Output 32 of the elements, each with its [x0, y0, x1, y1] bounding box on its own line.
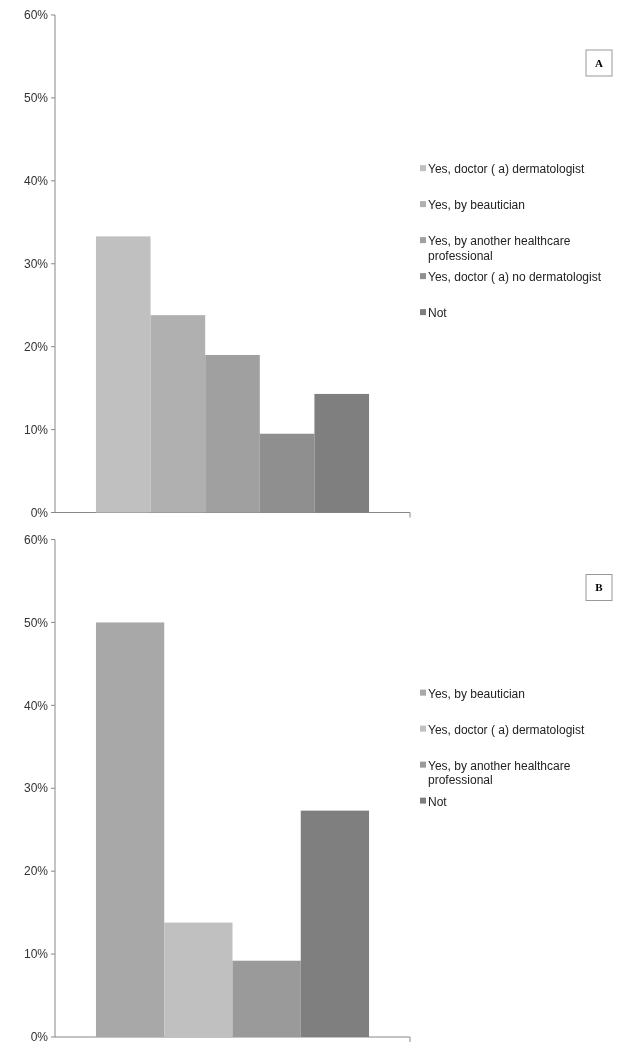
- y-tick-label: 0%: [30, 505, 49, 520]
- text: B: [595, 581, 604, 594]
- y-tick-label: 40%: [23, 698, 49, 713]
- y-tick-label: 10%: [23, 947, 49, 962]
- y-tick-label: 50%: [23, 91, 49, 106]
- y-tick-label: 20%: [23, 339, 49, 354]
- legend-label: Yes, by another healthcare professional: [428, 234, 571, 263]
- bar: [150, 315, 206, 513]
- y-tick-label: 60%: [23, 532, 49, 547]
- bar: [259, 433, 315, 513]
- y-tick-label: 0%: [30, 1030, 49, 1045]
- y-tick-label: 40%: [23, 174, 49, 189]
- y-tick-label: 60%: [23, 8, 49, 23]
- legend-label: Yes, by beautician: [428, 686, 525, 701]
- text: A: [595, 56, 604, 69]
- y-tick-label: 30%: [23, 256, 49, 271]
- legend-label: Yes, doctor ( a) dermatologist: [428, 162, 585, 177]
- bar: [205, 354, 260, 513]
- legend-label: Not: [428, 306, 448, 321]
- y-tick-label: 30%: [23, 781, 49, 796]
- y-tick-label: 10%: [23, 422, 49, 437]
- legend-label: Yes, by another healthcare professional: [428, 758, 571, 788]
- legend-label: Yes, doctor ( a) no dermatologist: [428, 270, 602, 285]
- y-tick-label: 20%: [23, 864, 49, 879]
- legend-label: Yes, by beautician: [428, 198, 525, 213]
- legend-label: Not: [428, 794, 448, 809]
- bar: [95, 236, 151, 513]
- y-tick-label: 50%: [23, 615, 49, 630]
- bar: [164, 922, 233, 1037]
- bar: [95, 622, 165, 1037]
- legend-label: Yes, doctor ( a) dermatologist: [428, 722, 585, 737]
- bar: [232, 960, 301, 1037]
